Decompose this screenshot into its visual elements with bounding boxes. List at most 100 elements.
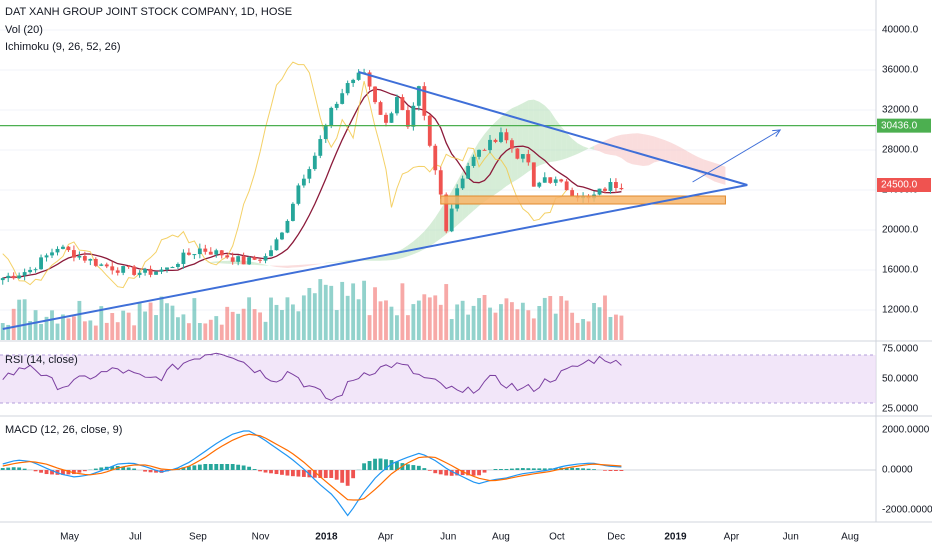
candle-body: [67, 247, 71, 250]
volume-bar: [154, 315, 158, 340]
candle-body: [302, 179, 306, 186]
candle-body: [291, 204, 295, 221]
macd-histogram-bar: [291, 470, 295, 476]
candle-body: [307, 169, 311, 179]
cloud-segment: [534, 100, 539, 169]
candle-body: [39, 257, 43, 269]
candle-body: [187, 253, 191, 255]
volume-bar: [587, 321, 591, 340]
macd-histogram-bar: [149, 470, 153, 472]
candle-body: [214, 250, 218, 254]
cloud-segment: [660, 138, 665, 161]
volume-bar: [543, 298, 547, 340]
cloud-segment: [490, 122, 495, 198]
cloud-segment: [704, 159, 709, 178]
volume-bar: [351, 283, 355, 340]
volume-bar: [461, 301, 465, 340]
candle-body: [138, 273, 142, 275]
candle-body: [619, 188, 623, 189]
candle-body: [433, 146, 437, 170]
candle-body: [379, 102, 383, 115]
volume-bar: [138, 302, 142, 340]
macd-histogram-bar: [587, 469, 591, 470]
drawings[interactable]: [0, 72, 876, 329]
macd-histogram-bar: [609, 470, 613, 471]
cloud-segment: [282, 266, 287, 268]
candle-body: [280, 233, 284, 240]
volume-bar: [329, 286, 333, 340]
macd-histogram-bar: [581, 468, 585, 470]
cloud-segment: [479, 134, 484, 206]
candle-body: [171, 267, 175, 268]
candle-body: [176, 264, 180, 267]
candle-body: [521, 154, 525, 159]
macd-histogram-bar: [286, 470, 290, 476]
macd-histogram-bar: [17, 467, 21, 470]
macd-histogram-bar: [39, 470, 43, 473]
cloud-segment: [523, 100, 528, 175]
macd-histogram-bar: [373, 459, 377, 470]
cloud-segment: [430, 218, 435, 247]
volume-bar: [258, 312, 262, 340]
candle-body: [499, 132, 503, 142]
volume-legend[interactable]: Vol (20): [5, 24, 43, 36]
projection-arrow-head: [772, 130, 780, 137]
volume-bar: [34, 310, 38, 340]
macd-histogram-bar: [411, 465, 415, 470]
price-tick-label: 40000.0: [882, 25, 919, 36]
price-tick-label: 32000.0: [882, 105, 919, 116]
x-tick-label: Nov: [252, 532, 270, 543]
cloud-segment: [572, 139, 577, 156]
candle-body: [548, 177, 552, 183]
candle-body: [12, 276, 16, 278]
cloud-segment: [211, 261, 216, 263]
price-tick-label: 20000.0: [882, 225, 919, 236]
volume-bar: [247, 297, 251, 340]
macd-histogram-bar: [83, 470, 87, 471]
ichimoku-legend[interactable]: Ichimoku (9, 26, 52, 26): [5, 41, 121, 53]
candle-body: [77, 256, 81, 258]
candle-body: [165, 267, 169, 269]
rsi-legend[interactable]: RSI (14, close): [5, 354, 78, 366]
rsi-band: [0, 355, 876, 403]
signal-line: [3, 434, 622, 500]
cloud-segment: [605, 138, 610, 155]
macd-legend[interactable]: MACD (12, 26, close, 9): [5, 424, 122, 436]
macd-histogram-bar: [576, 468, 580, 470]
volume-bar: [77, 301, 81, 340]
x-tick-label: Dec: [607, 532, 625, 543]
cloud-segment: [671, 142, 676, 162]
volume-bar: [12, 309, 16, 340]
candle-body: [1, 278, 5, 280]
macd-histogram-bar: [505, 469, 509, 470]
macd-histogram-bar: [351, 470, 355, 478]
x-tick-label: Jun: [440, 532, 456, 543]
candle-body: [373, 87, 377, 103]
candle-body: [220, 250, 224, 255]
volume-bar: [72, 316, 76, 340]
cloud-segment: [112, 277, 117, 278]
volume-bar: [198, 323, 202, 340]
cloud-segment: [266, 265, 271, 266]
macd-histogram-bar: [236, 465, 240, 470]
macd-histogram-bar: [532, 468, 536, 470]
candle-body: [472, 157, 476, 166]
macd-histogram-bar: [192, 465, 196, 470]
candle-body: [116, 270, 120, 272]
volume-bar: [209, 320, 213, 340]
cloud-segment: [638, 133, 643, 166]
macd-histogram-bar: [526, 468, 530, 470]
cloud-segment: [550, 111, 555, 162]
volume-bar: [494, 313, 498, 340]
macd-histogram-bar: [515, 468, 519, 470]
volume-bar: [160, 297, 164, 340]
volume-bar: [275, 305, 279, 340]
candle-body: [94, 259, 98, 266]
volume-bar: [187, 323, 191, 340]
cloud-segment: [720, 165, 725, 185]
cloud-segment: [129, 276, 134, 277]
price-tick-label: 28000.0: [882, 145, 919, 156]
volume-bar: [428, 297, 432, 340]
macd-histogram-bar: [253, 469, 257, 470]
